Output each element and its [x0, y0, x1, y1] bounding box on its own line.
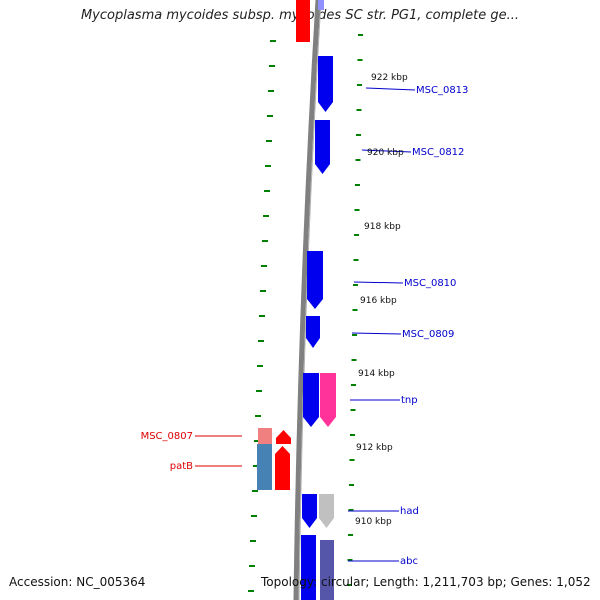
gene-top-partial[interactable] [318, 0, 324, 10]
tick-mark [268, 90, 274, 92]
backbone-highlight [298, 0, 322, 600]
gene-label[interactable]: abc [400, 556, 418, 567]
backbone-line [293, 0, 321, 600]
gene-msc-0813[interactable] [318, 56, 333, 112]
scale-label: 910 kbp [355, 517, 392, 527]
genome-backbone [293, 0, 322, 600]
tick-mark [357, 59, 363, 61]
tick-mark [254, 440, 260, 442]
gene-abc[interactable] [301, 535, 316, 600]
gene-msc-0807-arrow[interactable] [276, 430, 291, 444]
tick-mark [248, 590, 254, 592]
tick-mark [260, 290, 266, 292]
tick-mark [355, 159, 361, 161]
tick-mark [257, 365, 263, 367]
tick-mark [262, 240, 268, 242]
scale-label: 918 kbp [364, 222, 401, 232]
leader-line [351, 332, 402, 335]
scale-label: 912 kbp [356, 443, 393, 453]
tick-mark [269, 65, 275, 67]
tick-mark [258, 340, 264, 342]
tick-mark [350, 434, 355, 436]
label-leaders [195, 87, 416, 562]
gene-features[interactable] [257, 0, 336, 600]
scale-label: 914 kbp [358, 369, 395, 379]
tick-mark [353, 259, 359, 261]
tick-mark [351, 359, 357, 361]
tick-mark [353, 284, 358, 286]
tick-mark [270, 40, 276, 42]
tick-mark [347, 559, 353, 561]
labels: 922 kbp 920 kbp 918 kbp 916 kbp 914 kbp 912 k… [141, 73, 469, 567]
tick-mark [350, 409, 356, 411]
gene-label[interactable]: MSC_0810 [404, 278, 456, 289]
gene-msc-0812[interactable] [315, 120, 330, 174]
tick-mark [259, 315, 265, 317]
leader-line [361, 149, 412, 153]
gene-abc-partner[interactable] [320, 540, 334, 600]
scale-label: 916 kbp [360, 296, 397, 306]
left-tick-track [248, 40, 276, 592]
tick-mark [358, 34, 363, 36]
gene-msc-0809[interactable] [306, 316, 320, 348]
tick-mark [355, 184, 360, 186]
tick-mark [255, 415, 261, 417]
tick-mark [347, 584, 352, 586]
tick-mark [348, 534, 353, 536]
right-tick-track [347, 34, 363, 586]
tick-mark [251, 515, 257, 517]
gene-forward-910[interactable] [302, 494, 317, 528]
gene-label[interactable]: patB [170, 461, 193, 472]
accession-text: Accession: NC_005364 [9, 575, 146, 589]
leader-line [353, 281, 404, 284]
tick-mark [266, 140, 272, 142]
gene-top-red[interactable] [296, 0, 310, 42]
scale-label: 922 kbp [371, 73, 408, 83]
tick-mark [261, 265, 267, 267]
tick-mark [349, 484, 354, 486]
tick-mark [354, 234, 359, 236]
gene-label[interactable]: tnp [401, 395, 418, 406]
gene-forward-914[interactable] [303, 373, 319, 427]
tick-mark [263, 215, 269, 217]
gene-patb-arrow[interactable] [275, 446, 290, 490]
gene-label[interactable]: MSC_0807 [141, 431, 193, 442]
gene-msc-0810[interactable] [307, 251, 323, 309]
tick-mark [265, 165, 271, 167]
gene-tnp[interactable] [320, 373, 336, 427]
tick-mark [354, 209, 360, 211]
scale-label: 920 kbp [367, 148, 404, 158]
tick-mark [351, 384, 356, 386]
tick-mark [349, 459, 355, 461]
gene-label[interactable]: had [400, 506, 419, 517]
tick-mark [252, 490, 258, 492]
tick-mark [352, 309, 358, 311]
gene-label[interactable]: MSC_0809 [402, 329, 454, 340]
tick-mark [267, 115, 273, 117]
leader-line [365, 87, 416, 91]
gene-msc-0807[interactable] [258, 428, 272, 444]
tick-mark [357, 84, 362, 86]
tick-mark [249, 565, 255, 567]
tick-mark [253, 465, 259, 467]
tick-mark [356, 109, 362, 111]
tick-mark [250, 540, 256, 542]
tick-mark [352, 334, 357, 336]
tick-mark [356, 134, 361, 136]
gene-patb[interactable] [257, 444, 272, 490]
gene-label[interactable]: MSC_0813 [416, 85, 468, 96]
tick-mark [256, 390, 262, 392]
gene-label[interactable]: MSC_0812 [412, 147, 464, 158]
gene-had[interactable] [319, 494, 334, 528]
tick-mark [348, 509, 354, 511]
genome-summary-text: Topology: circular; Length: 1,211,703 bp… [261, 575, 591, 589]
tick-mark [264, 190, 270, 192]
